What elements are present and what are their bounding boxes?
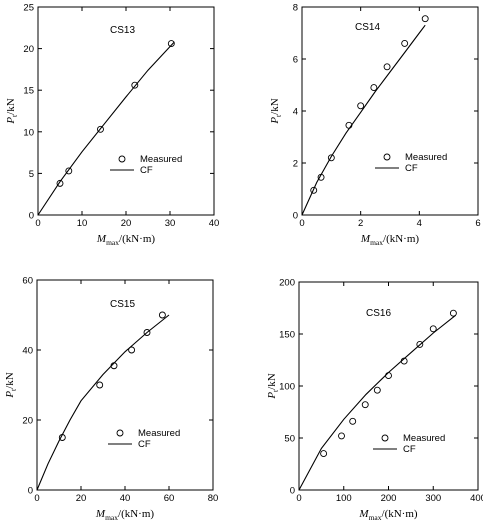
measured-point — [349, 417, 357, 425]
measured-point — [421, 15, 429, 23]
x-tick-label: 0 — [296, 493, 301, 504]
x-tick-label: 30 — [165, 218, 176, 229]
y-tick-label: 50 — [284, 434, 295, 445]
x-tick-label: 200 — [381, 493, 397, 504]
legend-marker-measured — [118, 155, 126, 163]
measured-point — [357, 102, 365, 110]
y-axis-label: Pt/kN — [266, 373, 280, 399]
panel-3: 0 20 40 60 80 0 20 40 60 CS15 Mmax/(kN·m) Pt/kN Meas… — [4, 276, 218, 523]
x-tick-label: 60 — [164, 493, 175, 504]
y-axis-label: Pt/kN — [4, 372, 18, 398]
y-tick-label: 150 — [279, 330, 295, 341]
panel-1: 0 10 20 30 40 0 5 10 15 20 25 CS13 Mmax/(kN·m) Pt/kN M… — [5, 3, 219, 248]
legend-label: CF — [405, 163, 418, 174]
x-tick-label: 2 — [358, 218, 363, 229]
y-tick-label: 0 — [29, 211, 34, 222]
y-tick-label: 8 — [293, 3, 298, 14]
measured-point — [128, 346, 136, 354]
x-axis-label: Mmax/(kN·m) — [358, 508, 417, 522]
cf-fit-line — [298, 314, 456, 491]
legend-label: Measured — [138, 428, 180, 439]
y-tick-label: 60 — [22, 276, 33, 287]
y-tick-label: 40 — [22, 346, 33, 357]
measured-point — [167, 40, 175, 48]
y-tick-label: 20 — [23, 44, 34, 55]
legend-marker-measured — [381, 434, 389, 442]
y-tick-label: 4 — [293, 107, 298, 118]
legend-label: CF — [140, 165, 153, 176]
x-axis-label: Mmax/(kN·m) — [95, 508, 154, 522]
measured-point — [373, 386, 381, 394]
y-tick-label: 0 — [290, 486, 295, 497]
y-tick-label: 0 — [293, 211, 298, 222]
x-tick-label: 80 — [208, 493, 219, 504]
x-tick-label: 300 — [425, 493, 441, 504]
measured-point — [158, 311, 166, 319]
legend-label: Measured — [140, 154, 182, 165]
measured-point — [96, 381, 104, 389]
x-tick-label: 6 — [475, 218, 480, 229]
panel-title: CS14 — [355, 22, 380, 33]
x-tick-label: 20 — [76, 493, 87, 504]
panel-title: CS15 — [110, 299, 135, 310]
plot-frame — [37, 6, 215, 216]
y-tick-label: 25 — [23, 3, 34, 14]
x-tick-label: 400 — [470, 493, 483, 504]
panel-title: CS13 — [110, 25, 135, 36]
legend-marker-measured — [116, 429, 124, 437]
x-tick-label: 40 — [209, 218, 220, 229]
x-axis-label: Mmax/(kN·m) — [96, 233, 155, 247]
y-tick-label: 20 — [22, 416, 33, 427]
x-tick-label: 100 — [336, 493, 352, 504]
measured-point — [320, 450, 328, 458]
cf-fit-line — [36, 314, 170, 491]
y-tick-label: 5 — [29, 169, 34, 180]
plot-frame — [36, 279, 214, 491]
y-tick-label: 200 — [279, 278, 295, 289]
x-tick-label: 40 — [120, 493, 131, 504]
panel-4: 0 100 200 300 400 0 50 100 150 200 CS16 Mmax/(kN·m)… — [266, 278, 483, 523]
legend-label: CF — [138, 439, 151, 450]
y-axis-label: Pt/kN — [269, 98, 283, 124]
legend-label: Measured — [405, 152, 447, 163]
measured-point — [370, 84, 378, 92]
y-tick-label: 15 — [23, 86, 34, 97]
cf-fit-line — [301, 24, 426, 216]
cf-fit-line — [37, 41, 175, 216]
measured-point — [429, 325, 437, 333]
y-tick-label: 10 — [23, 127, 34, 138]
x-axis-label: Mmax/(kN·m) — [360, 233, 419, 247]
y-axis-label: Pt/kN — [5, 98, 19, 124]
x-tick-label: 0 — [299, 218, 304, 229]
x-tick-label: 0 — [35, 218, 40, 229]
x-tick-label: 10 — [77, 218, 88, 229]
y-tick-label: 100 — [279, 382, 295, 393]
measured-point — [361, 401, 369, 409]
legend-marker-measured — [383, 153, 391, 161]
measured-point — [338, 432, 345, 440]
panel-title: CS16 — [366, 308, 391, 319]
x-tick-label: 4 — [417, 218, 422, 229]
y-tick-label: 2 — [293, 159, 298, 170]
x-tick-label: 20 — [121, 218, 132, 229]
legend-label: Measured — [403, 433, 445, 444]
y-tick-label: 6 — [293, 55, 298, 66]
measured-point — [401, 39, 409, 47]
measured-point — [449, 309, 457, 317]
x-tick-label: 0 — [34, 493, 39, 504]
measured-point — [383, 63, 391, 71]
legend-label: CF — [403, 444, 416, 455]
plot-frame — [301, 6, 479, 216]
measured-point — [385, 372, 392, 380]
y-tick-label: 0 — [28, 486, 33, 497]
